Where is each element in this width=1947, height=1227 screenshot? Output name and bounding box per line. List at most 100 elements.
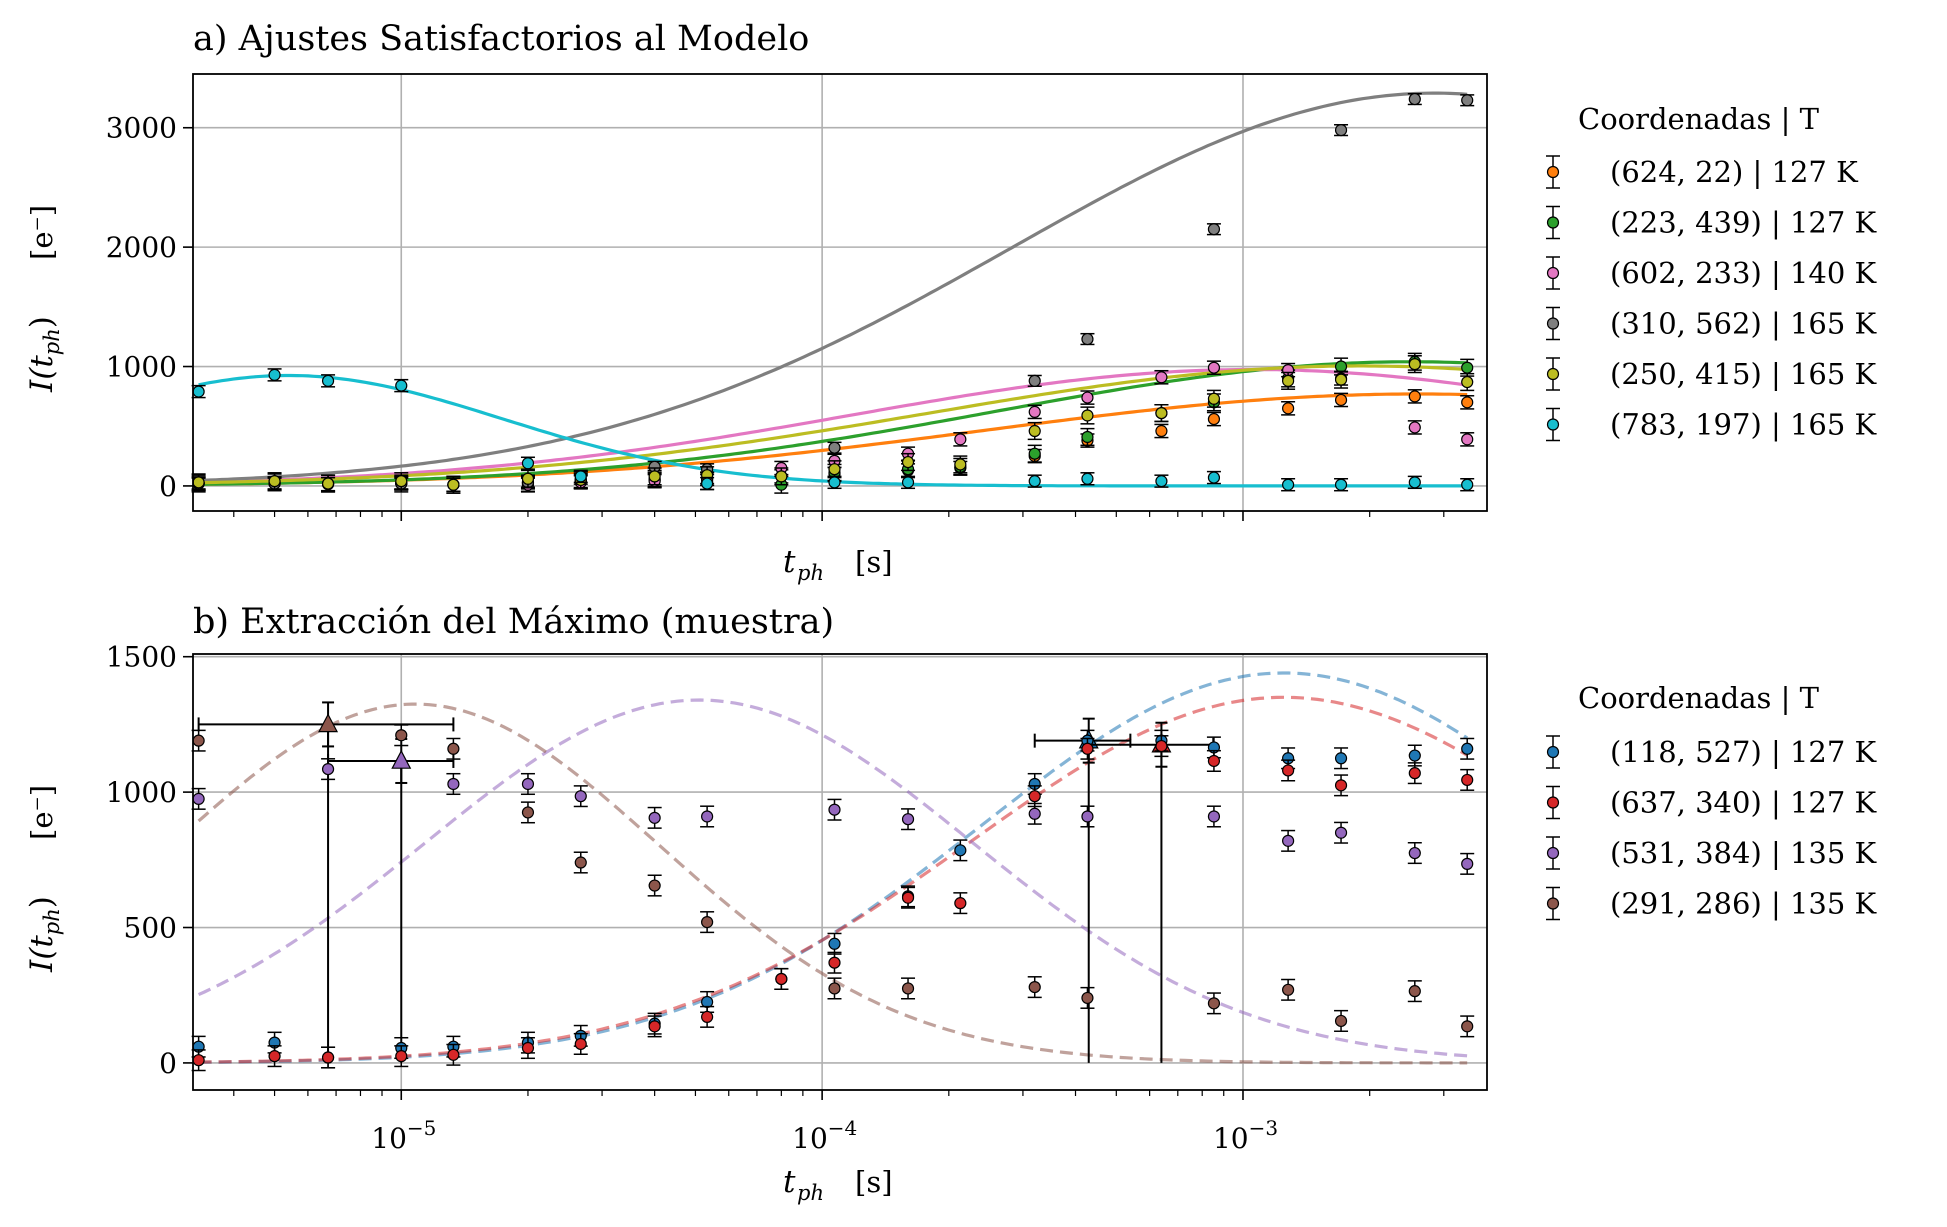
panel-b-xlabel-unit: [s] bbox=[855, 1165, 893, 1199]
panel-b-data-point bbox=[901, 977, 916, 1000]
panel-a-legend-entry: (250, 415) | 165 K bbox=[1546, 357, 1878, 391]
panel-a-data-point bbox=[394, 378, 409, 393]
panel-b-data-point bbox=[1407, 980, 1422, 1003]
panel-b-data-point bbox=[446, 1043, 461, 1066]
panel-b-marker bbox=[1334, 752, 1348, 765]
panel-b-marker bbox=[648, 1020, 661, 1033]
panel-a-y-tick-label: 0 bbox=[159, 470, 177, 503]
panel-a-y-tick-label: 2000 bbox=[106, 231, 177, 264]
panel-a-data-point bbox=[1154, 403, 1169, 423]
panel-b-marker bbox=[395, 729, 408, 742]
panel-a-data-point bbox=[1460, 478, 1475, 492]
panel-a-legend-marker bbox=[1546, 317, 1560, 330]
panel-b-marker bbox=[1408, 749, 1421, 762]
panel-b-legend-entry: (637, 340) | 127 K bbox=[1546, 786, 1878, 820]
panel-a-marker bbox=[901, 455, 915, 469]
panel-b-marker bbox=[701, 1010, 714, 1023]
panel-a-legend-label: (783, 197) | 165 K bbox=[1610, 408, 1878, 442]
panel-b-marker bbox=[192, 792, 205, 805]
panel-b-marker bbox=[447, 1048, 460, 1061]
panel-b-marker bbox=[648, 879, 661, 892]
panel-b-data-point bbox=[700, 805, 715, 828]
panel-b-marker bbox=[1408, 985, 1421, 998]
panel-b-data-point bbox=[394, 724, 409, 747]
panel-b-data-point bbox=[1281, 978, 1296, 1001]
panel-a-data-point bbox=[1080, 332, 1095, 346]
panel-b-marker bbox=[1028, 807, 1041, 820]
panel-b-data-point bbox=[647, 1015, 662, 1038]
panel-a-marker bbox=[192, 385, 205, 398]
panel-a-marker bbox=[1408, 421, 1421, 434]
panel-b-x-tick-label: 10−5 bbox=[371, 1116, 436, 1155]
panel-b-y-tick-label: 0 bbox=[159, 1047, 177, 1080]
panel-b-data-point bbox=[1334, 1009, 1349, 1032]
panel-b-marker bbox=[1282, 764, 1295, 777]
panel-b-marker bbox=[521, 806, 535, 819]
panel-b-data-point bbox=[827, 798, 842, 821]
panel-a-marker bbox=[268, 368, 281, 381]
panel-a-data-point bbox=[1334, 478, 1349, 492]
panel-a-data-point bbox=[394, 472, 409, 491]
panel-b-legend-entry: (291, 286) | 135 K bbox=[1546, 887, 1878, 921]
panel-b-data-point bbox=[321, 1046, 336, 1069]
panel-b-data-point bbox=[827, 932, 842, 955]
panel-b-marker bbox=[574, 856, 587, 869]
panel-a-legend-entry: (783, 197) | 165 K bbox=[1546, 408, 1878, 442]
panel-b-y-axis-label: I(tph) [e⁻] bbox=[24, 785, 64, 973]
panel-a-legend-marker bbox=[1546, 266, 1560, 280]
panel-a-marker bbox=[1028, 475, 1041, 488]
panel-a-marker bbox=[1207, 361, 1221, 374]
panel-a-data-point bbox=[1407, 355, 1422, 374]
panel-a-fit-curve-4 bbox=[198, 91, 1468, 483]
panel-a-marker bbox=[1207, 412, 1221, 426]
panel-a-data-point bbox=[1407, 420, 1422, 435]
panel-b-y-tick-label: 500 bbox=[124, 912, 177, 945]
panel-b: b) Extracción del Máximo (muestra) 0 500 1… bbox=[24, 602, 1878, 1205]
panel-b-marker bbox=[701, 995, 714, 1009]
panel-a-legend-entry: (310, 562) | 165 K bbox=[1546, 307, 1878, 341]
panel-a-marker bbox=[1155, 406, 1168, 420]
panel-b-marker bbox=[1334, 1014, 1348, 1028]
panel-a-data-point bbox=[267, 472, 282, 491]
panel-b-marker bbox=[574, 790, 587, 803]
panel-a-data-point bbox=[1080, 390, 1095, 405]
panel-a-marker bbox=[1282, 402, 1295, 415]
panel-b-marker bbox=[521, 1041, 535, 1055]
panel-b-marker bbox=[192, 734, 205, 747]
panel-b-marker bbox=[901, 813, 915, 826]
panel-b-xlabel-sub: ph bbox=[797, 1181, 824, 1205]
panel-b-data-point bbox=[827, 951, 842, 974]
panel-b-data-point bbox=[1334, 821, 1349, 844]
panel-a-marker bbox=[1155, 475, 1168, 488]
panel-b-data-point bbox=[1080, 737, 1095, 760]
panel-a-data-point bbox=[827, 460, 842, 479]
panel-b-marker bbox=[1155, 739, 1168, 753]
panel-a-data-point bbox=[1154, 474, 1169, 488]
panel-a-marker bbox=[1408, 92, 1421, 106]
panel-b-marker bbox=[1207, 997, 1221, 1010]
panel-b-title: b) Extracción del Máximo (muestra) bbox=[193, 602, 834, 642]
panel-b-marker bbox=[1408, 846, 1421, 860]
panel-a-legend-label: (624, 22) | 127 K bbox=[1610, 155, 1859, 189]
panel-a-legend-label: (602, 233) | 140 K bbox=[1610, 256, 1878, 290]
panel-a-x-axis-label: t ph [s] bbox=[783, 544, 893, 585]
panel-a-marker bbox=[321, 477, 335, 490]
panel-a-marker bbox=[1155, 424, 1168, 438]
panel-b-marker bbox=[1461, 857, 1474, 870]
panel-b-x-tick-labels: 10−5 10−4 10−3 bbox=[371, 1116, 1278, 1155]
panel-b-data-point bbox=[1206, 805, 1221, 828]
panel-a-data-point bbox=[573, 469, 588, 484]
panel-b-y-tick-labels: 0 500 1000 1500 bbox=[106, 641, 177, 1080]
panel-b-marker bbox=[1081, 991, 1094, 1005]
panel-b-marker bbox=[828, 982, 841, 995]
panel-b-marker bbox=[1081, 742, 1094, 755]
panel-b-data-point bbox=[1407, 762, 1422, 785]
panel-b-plot-frame bbox=[192, 653, 1488, 1091]
panel-b-legend-marker bbox=[1546, 745, 1560, 759]
panel-a-data-point bbox=[1206, 470, 1221, 485]
panel-a-marker bbox=[1207, 471, 1221, 484]
panel-a-data-point bbox=[1080, 406, 1095, 425]
panel-a-marker bbox=[192, 476, 205, 489]
panel-b-data-point bbox=[191, 787, 206, 810]
panel-b-marker bbox=[1081, 810, 1094, 823]
